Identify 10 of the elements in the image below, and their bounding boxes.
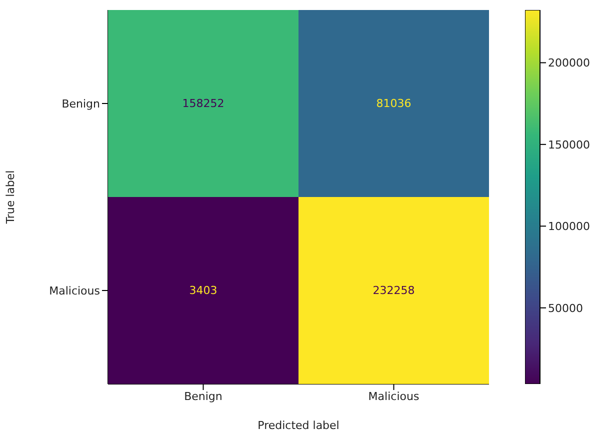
data-label: 158252 — [182, 97, 224, 110]
color-bar-label: 50000 — [548, 302, 583, 315]
data-label: 3403 — [189, 284, 218, 297]
data-label: 232258 — [372, 284, 415, 297]
y-axis-title: True label — [4, 170, 17, 225]
color-bar-label: 200000 — [548, 56, 590, 70]
x-axis-title: Predicted label — [258, 419, 340, 431]
color-bar-label: 100000 — [548, 220, 590, 234]
data-label: 81036 — [376, 97, 412, 110]
color-bar-label: 150000 — [548, 138, 590, 152]
